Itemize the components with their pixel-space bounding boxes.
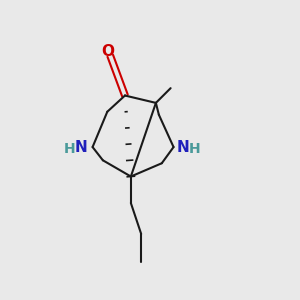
Text: O: O (101, 44, 114, 59)
Text: N: N (75, 140, 88, 154)
Text: H: H (64, 142, 75, 155)
Text: N: N (177, 140, 189, 154)
Text: H: H (189, 142, 201, 155)
